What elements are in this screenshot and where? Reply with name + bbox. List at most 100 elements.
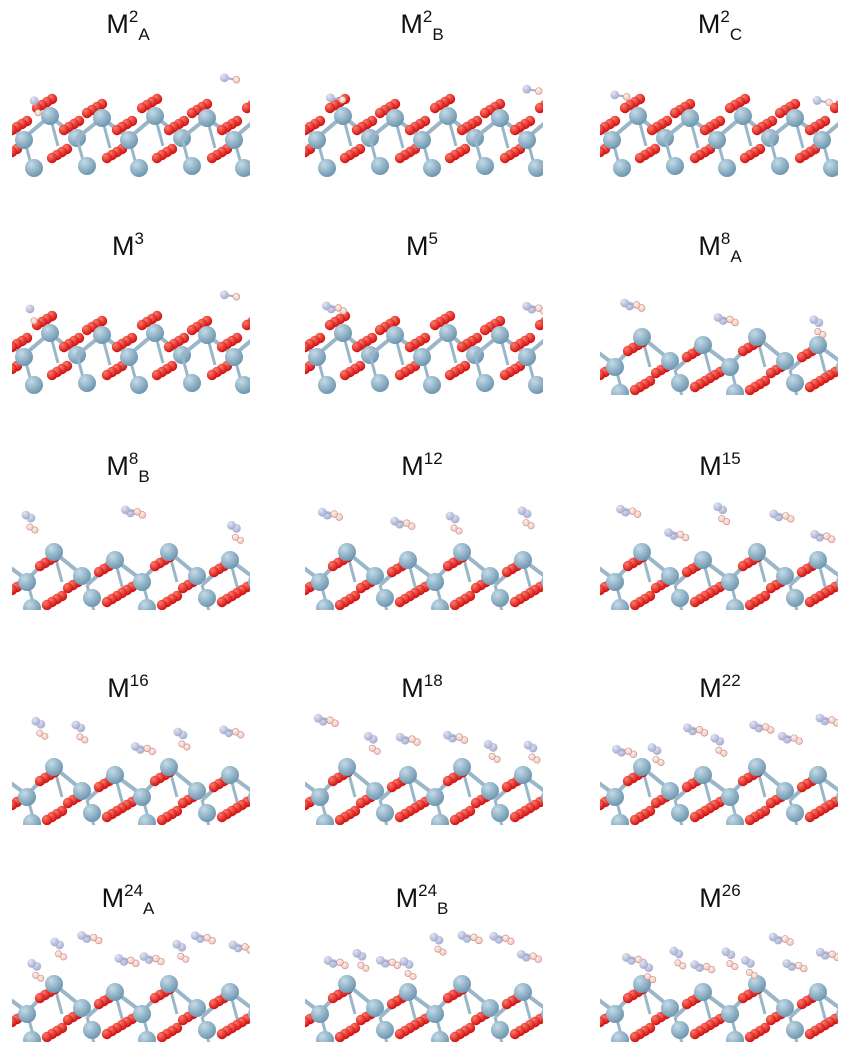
oxygen-atom	[305, 363, 311, 375]
adsorbate-atom	[710, 733, 720, 743]
metal-atom	[78, 157, 96, 175]
metal-atom	[311, 1005, 329, 1023]
metal-atom	[138, 1031, 156, 1042]
oxygen-atom	[241, 102, 250, 114]
metal-atom	[671, 374, 689, 392]
metal-atom	[248, 576, 250, 588]
hydrogen-atom	[522, 519, 530, 527]
oxygen-atom	[737, 775, 749, 787]
adsorbate-atom	[375, 955, 385, 965]
oxygen-atom	[650, 1014, 662, 1026]
metal-atom	[611, 1031, 629, 1042]
panel-label: M2B	[400, 8, 443, 43]
metal-atom	[613, 159, 631, 177]
metal-atom	[541, 791, 543, 803]
metal-atom	[371, 157, 389, 175]
metal-atom	[423, 376, 441, 394]
metal-atom	[83, 589, 101, 607]
oxygen-atom	[394, 369, 406, 381]
oxygen-atom	[622, 345, 634, 357]
oxygen-atom	[216, 124, 228, 136]
metal-atom	[836, 361, 838, 373]
oxygen-atom	[804, 124, 816, 136]
adsorbate-layer	[317, 506, 535, 535]
metal-atom	[776, 999, 794, 1017]
oxygen-atom	[149, 775, 161, 787]
adsorbate-atom	[616, 504, 625, 514]
adsorbate-atom	[769, 509, 779, 519]
label-subscript: B	[138, 467, 150, 486]
structure-render	[12, 716, 250, 825]
adsorbate-atom	[647, 743, 657, 752]
oxygen-atom	[163, 341, 175, 353]
hydrogen-atom	[470, 933, 478, 942]
oxygen-atom	[646, 124, 658, 136]
metal-atom	[809, 336, 827, 354]
adsorbate-atom	[523, 740, 533, 750]
metal-atom	[133, 1005, 151, 1023]
adsorbate-atom	[352, 948, 362, 958]
hydrogen-atom	[450, 524, 458, 532]
oxygen-atom	[334, 599, 346, 610]
adsorbate-atom	[489, 931, 499, 941]
adsorbate-atom	[50, 937, 59, 947]
oxygen-atom	[355, 582, 367, 594]
metal-atom	[45, 543, 63, 561]
adsorbate-layer	[620, 298, 827, 339]
oxygen-atom	[479, 107, 491, 119]
adsorbate-layer	[616, 502, 836, 543]
metal-atom	[221, 551, 239, 569]
hydrogen-atom	[178, 740, 186, 748]
metal-atom	[120, 348, 138, 366]
structure-snapshot	[305, 705, 543, 825]
metal-atom	[718, 159, 736, 177]
oxide-slab	[305, 310, 543, 394]
metal-atom	[453, 975, 471, 993]
hydrogen-atom	[36, 729, 44, 737]
label-base: M	[106, 9, 129, 39]
oxygen-atom	[305, 146, 311, 158]
metal-atom	[73, 567, 91, 585]
hydrogen-atom	[336, 958, 344, 967]
metal-atom	[18, 788, 36, 806]
hydrogen-atom	[762, 723, 770, 731]
oxygen-atom	[804, 1028, 816, 1040]
metal-atom	[366, 567, 384, 585]
oxygen-atom	[442, 992, 454, 1004]
adsorbate-atom	[516, 949, 526, 959]
oxygen-atom	[374, 324, 386, 336]
oxygen-atom	[509, 811, 521, 823]
oxygen-atom	[765, 1014, 777, 1026]
metal-atom	[423, 159, 441, 177]
metal-atom	[248, 1008, 250, 1020]
metal-atom	[399, 551, 417, 569]
metal-atom	[776, 352, 794, 370]
metal-atom	[809, 551, 827, 569]
adsorbate-atom	[483, 739, 493, 749]
hydrogen-atom	[814, 328, 822, 336]
oxide-slab	[305, 93, 543, 177]
hydrogen-atom	[674, 959, 682, 967]
hydrogen-atom	[403, 519, 411, 527]
metal-atom	[198, 326, 216, 344]
structure-render	[305, 301, 543, 394]
oxygen-atom	[81, 324, 93, 336]
adsorbate-atom	[139, 952, 149, 961]
metal-atom	[221, 983, 239, 1001]
oxygen-atom	[442, 775, 454, 787]
metal-atom	[611, 599, 629, 610]
adsorbate-atom	[522, 301, 532, 311]
oxygen-atom	[149, 560, 161, 572]
metal-atom	[809, 766, 827, 784]
metal-atom	[106, 766, 124, 784]
panel-label: M5	[406, 230, 438, 260]
oxygen-atom	[186, 107, 198, 119]
metal-atom	[160, 543, 178, 561]
oxide-slab	[600, 328, 838, 395]
metal-atom	[453, 543, 471, 561]
oxygen-atom	[41, 599, 53, 610]
structure-render	[600, 932, 838, 1042]
oxygen-atom	[339, 369, 351, 381]
metal-atom	[225, 131, 243, 149]
